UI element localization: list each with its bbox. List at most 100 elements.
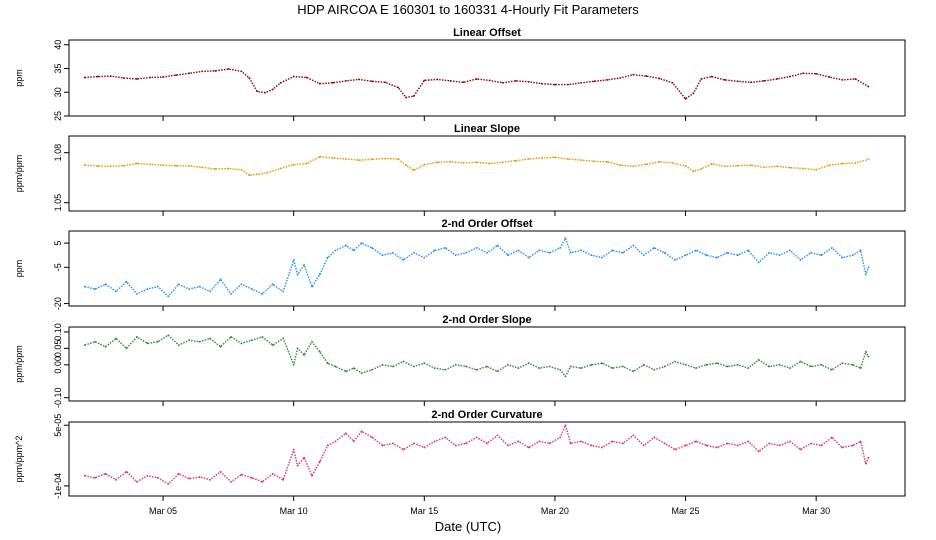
y-tick-label: -0.10 (53, 387, 63, 408)
data-point (136, 480, 138, 483)
data-point (209, 337, 211, 340)
data-point (496, 434, 499, 437)
data-point (736, 444, 739, 447)
data-point (601, 256, 603, 259)
data-point (326, 256, 329, 259)
data-point (716, 446, 718, 449)
x-tick-label: Mar 30 (802, 506, 830, 516)
data-point (663, 251, 666, 254)
data-point (219, 345, 222, 348)
data-point (94, 476, 97, 479)
data-point (412, 442, 415, 445)
data-point (828, 76, 831, 78)
data-point (815, 168, 818, 171)
data-point (475, 247, 478, 249)
data-point (768, 251, 771, 254)
data-point (864, 462, 867, 465)
panel-frame (68, 326, 906, 402)
data-point (611, 367, 614, 370)
data-point (303, 263, 306, 266)
x-tick-label: Mar 25 (672, 506, 700, 516)
data-point (423, 362, 426, 365)
y-tick-label: 5 (53, 241, 63, 246)
data-point (674, 259, 676, 261)
data-point (663, 442, 666, 445)
data-point (83, 344, 86, 346)
data-point (83, 76, 86, 79)
data-point (240, 283, 243, 286)
data-point (486, 442, 488, 445)
data-point (240, 342, 243, 345)
data-point (279, 167, 282, 170)
data-point (271, 472, 274, 475)
data-point (538, 367, 541, 370)
data-point (188, 72, 191, 75)
data-point (632, 165, 635, 168)
data-point (540, 157, 543, 159)
data-point (402, 259, 405, 261)
data-point (802, 167, 805, 170)
data-point (402, 448, 405, 451)
data-point (282, 337, 285, 340)
data-point (700, 168, 703, 170)
data-point (454, 444, 457, 447)
data-point (789, 249, 791, 252)
data-point (841, 362, 844, 365)
data-point (723, 79, 726, 81)
data-point (705, 363, 708, 366)
data-point (318, 273, 321, 276)
data-point (371, 80, 373, 83)
data-point (684, 363, 687, 366)
y-tick-label: 5e-05 (53, 414, 63, 437)
data-point (593, 80, 596, 83)
data-point (736, 80, 739, 83)
data-point (175, 164, 178, 167)
series-line (84, 334, 870, 377)
data-point (292, 363, 295, 366)
data-point (292, 75, 295, 78)
data-point (311, 285, 313, 288)
data-point (564, 237, 567, 240)
panel-5: 2-nd Order Curvature ppm/ppm^2 -1e-04 5e-05 (14, 409, 906, 501)
data-point (830, 436, 833, 439)
data-point (188, 165, 191, 167)
data-point (653, 247, 656, 249)
data-point (311, 340, 313, 343)
data-point (653, 436, 656, 439)
data-point (810, 365, 812, 368)
data-point (436, 161, 439, 164)
data-point (209, 478, 211, 481)
data-point (345, 244, 347, 247)
data-point (799, 259, 802, 261)
panel-title: 2-nd Order Slope (442, 314, 531, 326)
data-point (768, 442, 771, 445)
data-point (569, 442, 572, 445)
data-point (496, 244, 499, 247)
data-point (645, 75, 648, 77)
series-line (84, 237, 870, 297)
data-point (345, 158, 347, 160)
data-point (569, 251, 572, 254)
data-point (611, 249, 614, 252)
data-point (360, 372, 363, 374)
data-point (671, 162, 674, 164)
data-point (867, 456, 870, 459)
data-point (230, 335, 232, 338)
data-point (326, 362, 329, 365)
data-point (371, 368, 373, 371)
data-point (830, 247, 833, 249)
data-point (405, 164, 407, 167)
data-point (488, 79, 491, 82)
data-point (763, 166, 765, 169)
data-point (864, 350, 867, 353)
data-point (705, 444, 708, 447)
data-point (331, 81, 334, 84)
y-tick-label: 0.10 (53, 323, 63, 341)
data-point (671, 81, 674, 84)
y-tick-label: 25 (53, 111, 63, 121)
data-point (230, 480, 232, 483)
data-point (433, 367, 436, 370)
x-axis: Mar 05 Mar 10 Mar 15 Mar 20 Mar 25 Mar 30 (149, 506, 830, 516)
y-axis-label: ppm (14, 69, 24, 87)
data-point (188, 288, 191, 290)
